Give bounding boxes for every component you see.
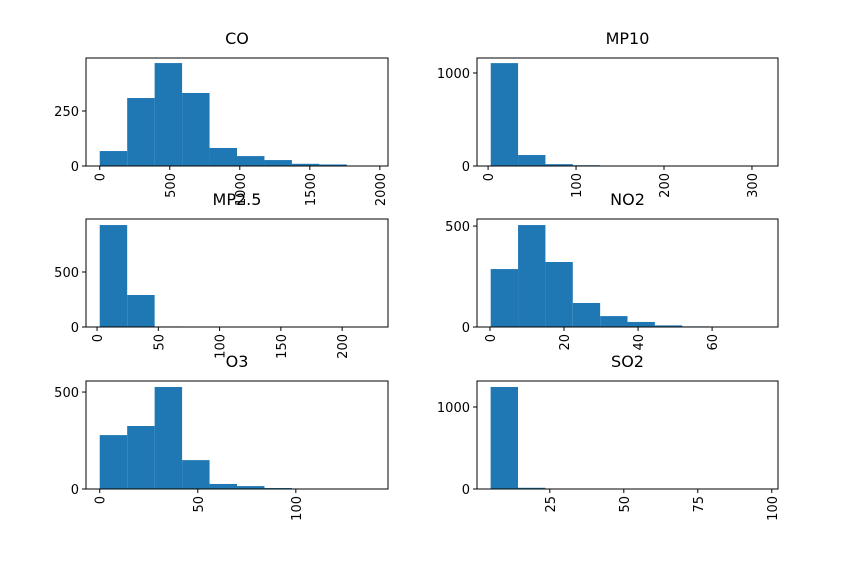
x-tick-label: 100	[214, 334, 229, 359]
x-tick-label: 75	[692, 496, 707, 513]
bar	[182, 460, 210, 489]
x-tick-label: 500	[164, 173, 179, 198]
bar	[209, 483, 237, 489]
x-tick-label: 60	[706, 334, 721, 351]
x-tick-label: 100	[570, 173, 585, 198]
axes-frame	[476, 57, 779, 167]
x-tick-label: 1000	[234, 173, 249, 206]
bar	[127, 294, 155, 327]
x-tick-label: 50	[618, 496, 633, 513]
x-tick-label: 150	[275, 334, 290, 359]
bar	[654, 325, 683, 327]
bar	[517, 487, 546, 489]
bar	[545, 164, 573, 166]
y-tick-label: 0	[71, 160, 79, 175]
x-tick-label: 200	[658, 173, 673, 198]
bar	[237, 156, 265, 166]
subplot-title: O3	[226, 352, 249, 371]
subplot-title: NO2	[610, 190, 645, 209]
x-tick-label: 40	[632, 334, 647, 351]
y-tick-label: 0	[71, 483, 79, 498]
axes-frame	[476, 380, 779, 490]
bar	[490, 386, 518, 489]
y-tick-label: 500	[54, 266, 79, 281]
x-tick-label: 50	[152, 334, 167, 351]
x-tick-label: 1500	[304, 173, 319, 206]
x-tick-label: 100	[290, 496, 305, 521]
y-tick-label: 1000	[437, 401, 470, 416]
bar	[490, 63, 519, 166]
x-tick-label: 200	[336, 334, 351, 359]
y-tick-label: 500	[54, 386, 79, 401]
x-tick-label: 300	[746, 173, 761, 198]
y-tick-label: 0	[462, 483, 470, 498]
bar	[99, 151, 128, 166]
axes-frame	[85, 380, 389, 490]
bar	[99, 225, 128, 327]
subplot-title: SO2	[611, 352, 644, 371]
y-tick-label: 0	[71, 321, 79, 336]
x-tick-label: 0	[94, 496, 109, 504]
axes-frame	[85, 218, 389, 328]
bar	[127, 98, 155, 166]
subplot-title: MP2.5	[213, 190, 262, 209]
bar	[154, 387, 183, 489]
subplot-title: CO	[225, 29, 249, 48]
bar	[99, 435, 128, 489]
bar	[518, 225, 546, 327]
x-tick-label: 0	[484, 334, 499, 342]
bar	[545, 261, 573, 327]
x-tick-label: 2000	[374, 173, 389, 206]
y-tick-label: 1000	[437, 67, 470, 82]
x-tick-label: 0	[91, 334, 106, 342]
y-tick-label: 0	[462, 321, 470, 336]
axes-frame	[85, 57, 389, 167]
x-tick-label: 50	[192, 496, 207, 513]
bar	[182, 92, 210, 166]
y-tick-label: 0	[462, 160, 470, 175]
bar	[490, 269, 519, 327]
bar	[627, 321, 655, 327]
x-tick-label: 100	[766, 496, 781, 521]
bar	[291, 163, 320, 166]
subplot-title: MP10	[606, 29, 650, 48]
bar	[319, 164, 347, 166]
x-tick-label: 25	[544, 496, 559, 513]
bar	[600, 316, 628, 327]
x-tick-label: 20	[558, 334, 573, 351]
bar	[127, 425, 155, 489]
y-tick-label: 500	[445, 220, 470, 235]
x-tick-label: 0	[482, 173, 497, 181]
bar	[264, 160, 292, 166]
x-tick-label: 0	[94, 173, 109, 181]
bar	[237, 486, 265, 489]
bar	[209, 147, 237, 166]
y-tick-label: 250	[54, 105, 79, 120]
axes-frame	[476, 218, 779, 328]
bar	[154, 63, 183, 166]
bar	[572, 302, 601, 327]
bar	[518, 155, 546, 166]
